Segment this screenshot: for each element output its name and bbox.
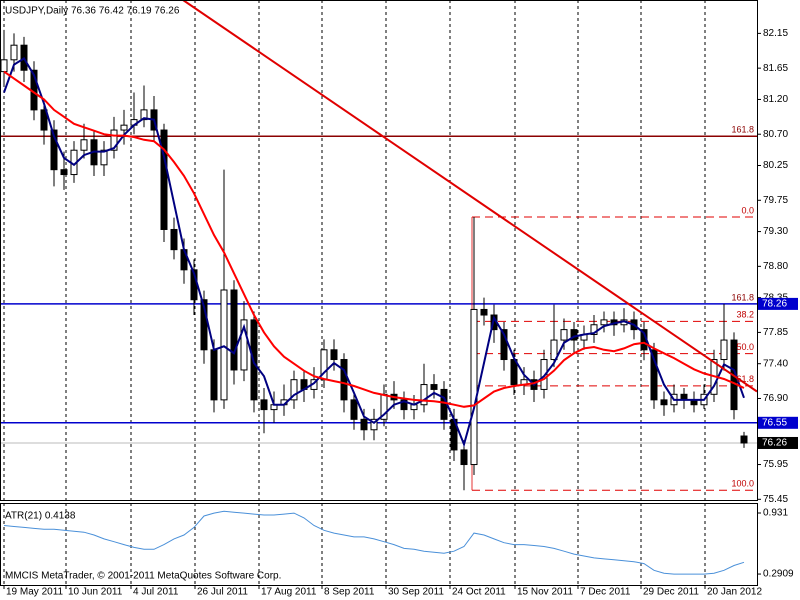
price-box-label: 76.55: [762, 417, 787, 428]
candle-body: [590, 324, 598, 335]
chart-title: USDJPY,Daily 76.36 76.42 76.19 76.26: [5, 6, 180, 17]
y-tick-label: 78.80: [763, 261, 788, 272]
candle-body: [360, 418, 368, 431]
candle-body: [260, 399, 268, 411]
x-tick-label: 17 Aug 2011: [261, 587, 317, 598]
atr-panel: [3, 503, 745, 585]
x-tick-label: 7 Dec 2011: [580, 587, 631, 598]
candle-body: [350, 399, 358, 420]
price-box-label: 76.26: [762, 438, 787, 449]
y-tick-label: 0.2909: [763, 569, 794, 580]
candle-body: [470, 308, 478, 466]
x-tick-label: 29 Dec 2011: [643, 587, 699, 598]
candle-body: [160, 129, 168, 230]
y-tick-label: 82.15: [763, 28, 788, 39]
level-label: 161.8: [731, 292, 754, 302]
candle-body: [500, 329, 508, 361]
x-tick-label: 30 Sep 2011: [388, 587, 444, 598]
candle-body: [10, 44, 18, 61]
y-tick-label: 79.75: [763, 195, 788, 206]
y-tick-label: 78.35: [763, 292, 788, 303]
price-panel: [0, 0, 757, 500]
candle-body: [170, 228, 178, 251]
candle-body: [50, 129, 58, 171]
price-box: [758, 436, 798, 449]
candle-body: [240, 319, 248, 371]
y-tick-label: 80.70: [763, 129, 788, 140]
trendline: [182, 0, 757, 393]
fibo-label: 100.0: [731, 479, 754, 489]
candle-body: [570, 329, 578, 341]
candle-body: [110, 129, 118, 151]
candle-body: [230, 289, 238, 371]
price-frame: [0, 0, 758, 501]
x-tick-label: 4 Jul 2011: [133, 587, 179, 598]
x-tick-label: 20 Jan 2012: [707, 587, 762, 598]
candle-body: [740, 435, 748, 444]
x-tick-label: 8 Sep 2011: [324, 587, 375, 598]
price-box: [758, 416, 798, 429]
candle-body: [400, 399, 408, 411]
fibo-label: 0.0: [741, 205, 754, 215]
y-tick-label: 79.30: [763, 226, 788, 237]
candle-body: [430, 384, 438, 390]
x-tick-label: 10 Jun 2011: [68, 587, 123, 598]
candle-body: [550, 339, 558, 361]
y-tick-label: 77.40: [763, 358, 788, 369]
atr-frame: [0, 503, 758, 586]
candle-body: [290, 379, 298, 401]
candle-body: [340, 359, 348, 401]
candle-body: [40, 109, 48, 131]
overlay: 19 May 2011 10 Jun 2011 4 Jul 2011 26 Jul 2…: [3, 28, 798, 598]
atr-line: [3, 510, 745, 575]
candle-body: [460, 449, 468, 466]
x-tick-label: 26 Jul 2011: [197, 587, 248, 598]
candle-body: [650, 349, 658, 401]
moving-average: [3, 70, 745, 408]
candle-body: [330, 349, 338, 361]
candle-body: [560, 329, 568, 341]
copyright: MMCIS MetaTrader, © 2001-2011 MetaQuotes…: [5, 571, 281, 582]
candle-body: [80, 139, 88, 151]
candle-body: [0, 59, 8, 73]
price-box: [758, 297, 798, 310]
candle-body: [100, 149, 108, 166]
atr-label: ATR(21) 0.4138: [5, 511, 76, 522]
candle-body: [600, 319, 608, 326]
y-tick-label: 77.85: [763, 327, 788, 338]
price-box-label: 78.26: [762, 299, 787, 310]
candle-body: [420, 384, 428, 406]
candle-body: [120, 124, 128, 131]
x-tick-label: 15 Nov 2011: [517, 587, 573, 598]
candle-body: [370, 418, 378, 431]
y-tick-label: 81.65: [763, 63, 788, 74]
candle-body: [540, 359, 548, 390]
fibo-label: 61.8: [736, 374, 754, 384]
candle-body: [140, 109, 148, 121]
y-tick-label: 75.95: [763, 459, 788, 470]
candle-body: [200, 299, 208, 351]
y-tick-label: 0.931: [763, 508, 788, 519]
y-tick-label: 76.90: [763, 393, 788, 404]
y-tick-label: 75.45: [763, 494, 788, 505]
x-tick-label: 24 Oct 2011: [452, 587, 506, 598]
fibo-label: 38.2: [736, 310, 754, 320]
moving-average: [3, 57, 745, 448]
candle-body: [720, 339, 728, 361]
candle-body: [210, 349, 218, 401]
candle-body: [220, 289, 228, 401]
candle-body: [480, 308, 488, 316]
x-tick-label: 19 May 2011: [6, 587, 64, 598]
candle-body: [60, 169, 68, 176]
candle-body: [660, 399, 668, 406]
level-label: 161.8: [731, 125, 754, 135]
y-tick-label: 80.25: [763, 160, 788, 171]
y-tick-label: 81.20: [763, 94, 788, 105]
fibo-label: 50.0: [736, 342, 754, 352]
